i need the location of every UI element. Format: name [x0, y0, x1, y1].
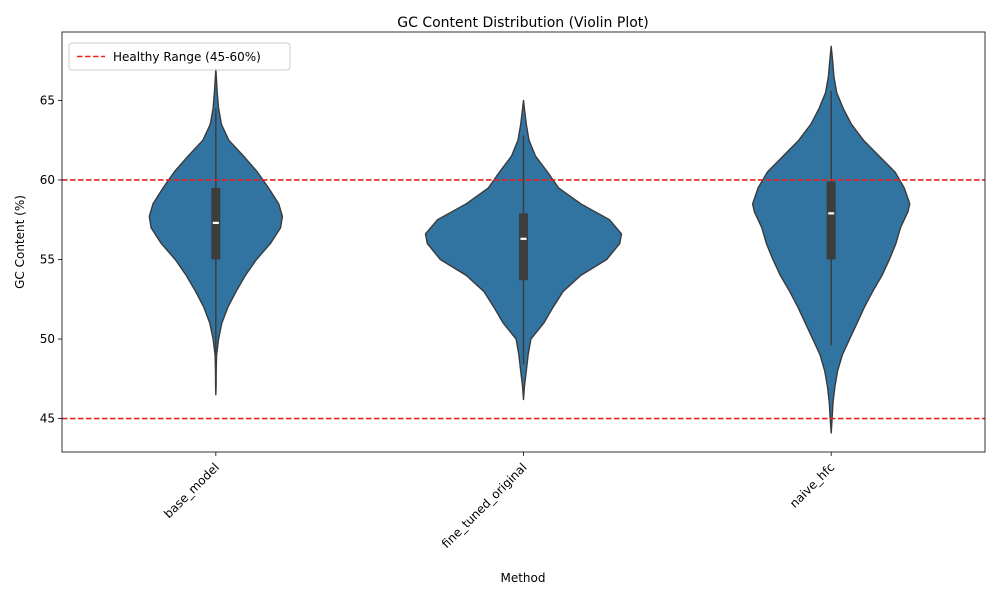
x-axis-label: Method	[500, 571, 545, 585]
y-tick-label-60: 60	[40, 173, 55, 187]
y-axis-label: GC Content (%)	[13, 195, 27, 289]
legend-box	[68, 42, 291, 71]
x-tick-label-naive_hfc: naive_hfc	[787, 460, 837, 510]
x-tick-label-fine_tuned_original: fine_tuned_original	[439, 460, 530, 551]
chart-title: GC Content Distribution (Violin Plot)	[397, 15, 648, 31]
y-tick-label-65: 65	[40, 93, 55, 107]
violin-box-fine_tuned_original	[519, 213, 528, 281]
violin-box-naive_hfc	[826, 181, 836, 260]
legend-label: Healthy Range (45-60%)	[113, 50, 261, 64]
y-axis: 45 50 55 60 65	[40, 93, 62, 426]
y-tick-label-50: 50	[40, 332, 55, 346]
y-tick-label-55: 55	[40, 253, 55, 267]
y-tick-label-45: 45	[40, 412, 55, 426]
plot-area	[62, 45, 985, 434]
legend: Healthy Range (45-60%)	[68, 42, 291, 71]
x-axis: base_model fine_tuned_original naive_hfc	[161, 452, 837, 551]
x-tick-label-base_model: base_model	[161, 460, 222, 521]
